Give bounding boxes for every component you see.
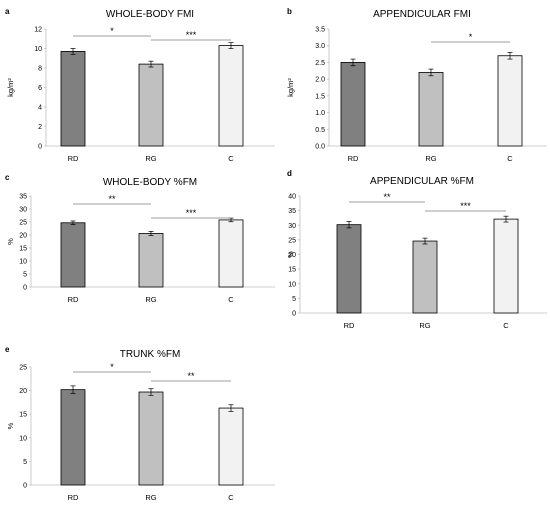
bar-rd — [60, 389, 86, 486]
bar-rg — [418, 72, 444, 147]
bar-c — [218, 219, 244, 288]
chart-panel-b: b APPENDICULAR FMI 0.0 0.5 1.0 1.5 2.0 2.5 3.0 3.… — [286, 7, 547, 163]
category-label: RG — [145, 154, 156, 163]
y-axis-label: % — [6, 238, 15, 245]
significance-label: * — [469, 32, 473, 42]
bar-rd — [336, 224, 362, 314]
category-label: RG — [145, 295, 156, 304]
significance-label: *** — [186, 208, 197, 218]
significance-label: ** — [383, 192, 391, 202]
chart-title: WHOLE-BODY %FM — [103, 177, 197, 188]
category-label: RD — [344, 321, 355, 330]
y-tick-label: 30 — [288, 223, 296, 230]
y-tick-label: 15 — [288, 267, 296, 274]
category-label: RG — [419, 321, 430, 330]
significance-label: *** — [460, 201, 471, 211]
significance-label: ** — [108, 194, 116, 204]
y-axis-label: % — [286, 251, 295, 258]
y-tick-label: 25 — [288, 237, 296, 244]
bar-rd — [60, 222, 86, 288]
y-tick-label: 2 — [38, 124, 42, 131]
y-axis-label: kg/m² — [286, 78, 295, 97]
y-tick-label: 2.0 — [315, 77, 325, 84]
category-label: RG — [145, 493, 156, 502]
y-tick-label: 0 — [38, 144, 42, 151]
y-tick-label: 40 — [288, 194, 296, 201]
chart-title: TRUNK %FM — [120, 349, 181, 360]
y-tick-label: 12 — [34, 27, 42, 34]
bar-rg — [138, 233, 164, 288]
significance-label: * — [110, 362, 114, 372]
panel-letter: a — [5, 7, 10, 16]
y-tick-label: 1.0 — [315, 110, 325, 117]
y-tick-label: 5 — [23, 459, 27, 466]
bar-rg — [138, 63, 164, 147]
y-tick-label: 15 — [19, 246, 27, 253]
y-tick-label: 0 — [292, 311, 296, 318]
significance-label: ** — [187, 371, 195, 381]
y-axis-label: kg/m² — [6, 78, 15, 97]
chart-title: APPENDICULAR %FM — [370, 176, 474, 187]
y-tick-label: 10 — [34, 46, 42, 53]
y-tick-label: 20 — [288, 252, 296, 259]
y-tick-label: 8 — [38, 66, 42, 73]
y-tick-label: 35 — [19, 194, 27, 201]
y-tick-label: 3.5 — [315, 27, 325, 34]
panel-letter: c — [5, 173, 10, 182]
category-label: RG — [425, 154, 436, 163]
panel-letter: d — [287, 169, 292, 178]
y-tick-label: 10 — [19, 435, 27, 442]
y-tick-label: 0.5 — [315, 127, 325, 134]
y-tick-label: 5 — [23, 272, 27, 279]
bar-rd — [340, 62, 366, 147]
bar-c — [493, 218, 519, 314]
category-label: C — [228, 295, 234, 304]
significance-label: *** — [186, 30, 197, 40]
y-tick-label: 10 — [288, 281, 296, 288]
bar-c — [218, 407, 244, 486]
category-label: C — [503, 321, 509, 330]
y-tick-label: 0 — [23, 483, 27, 490]
y-tick-label: 10 — [19, 259, 27, 266]
panel-letter: b — [287, 7, 292, 16]
category-label: RD — [68, 493, 79, 502]
significance-label: * — [110, 26, 114, 36]
y-tick-label: 15 — [19, 412, 27, 419]
y-tick-label: 3.0 — [315, 43, 325, 50]
category-label: RD — [348, 154, 359, 163]
bar-c — [497, 55, 523, 147]
bar-rg — [412, 240, 438, 314]
category-label: C — [228, 493, 234, 502]
y-tick-label: 5 — [292, 296, 296, 303]
y-tick-label: 2.5 — [315, 60, 325, 67]
bar-c — [218, 45, 244, 147]
chart-title: WHOLE-BODY FMI — [106, 9, 194, 20]
y-axis-label: % — [6, 422, 15, 429]
y-tick-label: 25 — [19, 220, 27, 227]
chart-title: APPENDICULAR FMI — [373, 9, 471, 20]
y-tick-label: 20 — [19, 233, 27, 240]
bar-rd — [60, 51, 86, 147]
category-label: RD — [68, 154, 79, 163]
y-tick-label: 1.5 — [315, 93, 325, 100]
category-label: C — [507, 154, 513, 163]
y-tick-label: 30 — [19, 207, 27, 214]
category-label: RD — [68, 295, 79, 304]
y-tick-label: 35 — [288, 208, 296, 215]
chart-panel-d: d APPENDICULAR %FM 0 5 10 15 20 25 30 35 40% RD RG C *… — [286, 169, 547, 330]
y-tick-label: 0.0 — [315, 144, 325, 151]
y-tick-label: 4 — [38, 105, 42, 112]
category-label: C — [228, 154, 234, 163]
y-tick-label: 0 — [23, 285, 27, 292]
y-tick-label: 20 — [19, 388, 27, 395]
bar-rg — [138, 391, 164, 486]
y-tick-label: 6 — [38, 85, 42, 92]
y-tick-label: 25 — [19, 365, 27, 372]
panel-letter: e — [5, 345, 10, 354]
